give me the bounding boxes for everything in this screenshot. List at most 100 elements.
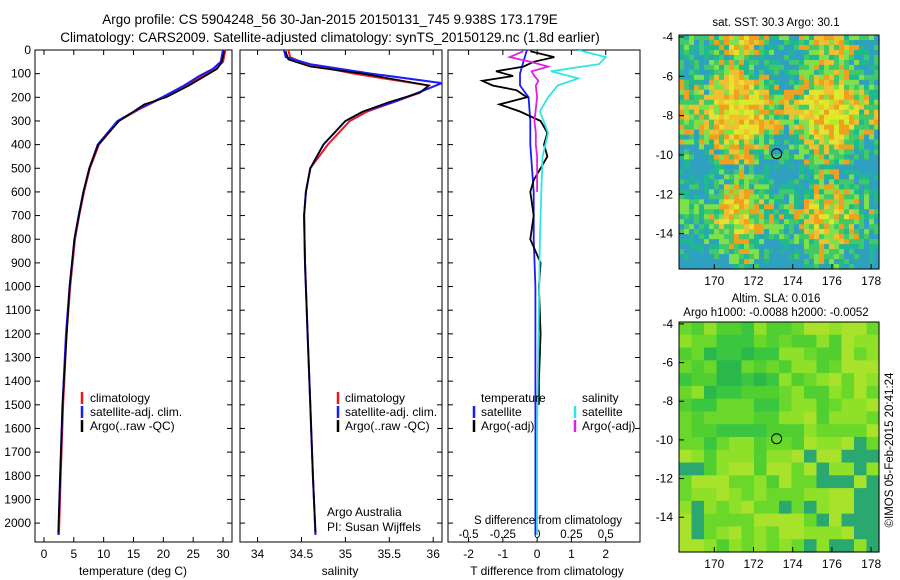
map-cell	[849, 244, 855, 250]
map-cell	[689, 229, 695, 235]
map-cell	[829, 119, 835, 126]
map-cell	[719, 224, 725, 230]
map-cell	[824, 159, 830, 166]
map-cell	[804, 59, 810, 66]
map-cell	[809, 119, 815, 126]
map-cell	[849, 104, 855, 111]
map-cell	[779, 44, 785, 51]
map-cell	[724, 199, 730, 205]
map-cell	[809, 49, 815, 56]
map-cell	[769, 154, 775, 161]
map-cell	[819, 44, 825, 51]
map-cell	[719, 139, 725, 146]
map-cell	[739, 119, 745, 126]
map-cell	[754, 104, 760, 111]
map-cell	[816, 488, 830, 502]
map-cell	[704, 69, 710, 76]
map-cell	[694, 234, 700, 240]
map-cell	[794, 109, 800, 116]
map-cell	[724, 219, 730, 225]
map-cell	[804, 224, 810, 230]
map-cell	[714, 179, 720, 185]
map-cell	[824, 59, 830, 66]
map-cell	[739, 104, 745, 111]
map-cell	[854, 124, 860, 131]
map-cell	[794, 259, 800, 265]
map-cell	[841, 437, 855, 451]
x-tick-label: 10	[97, 547, 111, 561]
map-cell	[819, 229, 825, 235]
series-line-blue	[57, 50, 224, 535]
map-cell	[794, 139, 800, 146]
map-cell	[766, 539, 780, 553]
map-cell	[789, 214, 795, 220]
map-y-tick-label: -10	[656, 148, 674, 162]
map-cell	[844, 104, 850, 111]
map-cell	[839, 199, 845, 205]
map-cell	[769, 124, 775, 131]
map-cell	[799, 149, 805, 156]
map-cell	[754, 254, 760, 260]
map-cell	[779, 475, 793, 489]
map-cell	[741, 411, 755, 425]
map-cell	[734, 199, 740, 205]
salinity-legend: climatology satellite-adj. clim. Argo(..…	[336, 391, 437, 433]
map-cell	[684, 94, 690, 101]
map-cell	[709, 184, 715, 190]
map-cell	[679, 159, 685, 166]
map-cell	[704, 64, 710, 71]
map-cell	[816, 360, 830, 374]
map-cell	[679, 347, 693, 361]
map-cell	[824, 184, 830, 190]
map-cell	[709, 44, 715, 51]
map-cell	[744, 54, 750, 61]
map-cell	[844, 64, 850, 71]
map-cell	[814, 129, 820, 136]
map-cell	[799, 144, 805, 151]
map-cell	[779, 94, 785, 101]
map-cell	[814, 35, 820, 41]
map-cell	[689, 179, 695, 185]
map-cell	[829, 39, 835, 46]
map-cell	[679, 124, 685, 131]
map-cell	[839, 74, 845, 81]
map-cell	[744, 259, 750, 265]
map-cell	[854, 149, 860, 156]
map-x-tick-label: 178	[861, 557, 881, 571]
map-cell	[749, 119, 755, 126]
map-cell	[679, 209, 685, 215]
map-cell	[866, 334, 880, 349]
map-cell	[839, 79, 845, 86]
map-cell	[699, 199, 705, 205]
map-cell	[844, 144, 850, 151]
map-cell	[819, 49, 825, 56]
map-cell	[699, 119, 705, 126]
map-cell	[769, 249, 775, 255]
map-cell	[804, 79, 810, 86]
map-cell	[729, 526, 743, 540]
map-cell	[704, 129, 710, 136]
map-cell	[849, 94, 855, 101]
map-cell	[689, 219, 695, 225]
map-cell	[841, 334, 855, 349]
map-cell	[794, 89, 800, 96]
map-cell	[774, 149, 780, 156]
map-cell	[769, 84, 775, 91]
map-cell	[754, 139, 760, 146]
map-cell	[819, 74, 825, 81]
map-cell	[779, 209, 785, 215]
map-cell	[729, 539, 743, 553]
map-cell	[684, 99, 690, 106]
map-cell	[854, 129, 860, 136]
map-cell	[679, 39, 685, 46]
map-cell	[754, 244, 760, 250]
map-cell	[719, 59, 725, 66]
map-cell	[716, 322, 730, 336]
map-cell	[759, 199, 765, 205]
map-cell	[699, 104, 705, 111]
map-cell	[834, 194, 840, 200]
y-tick-label: 1400	[4, 374, 31, 388]
map-cell	[841, 462, 855, 476]
map-cell	[759, 264, 765, 270]
map-cell	[769, 49, 775, 56]
